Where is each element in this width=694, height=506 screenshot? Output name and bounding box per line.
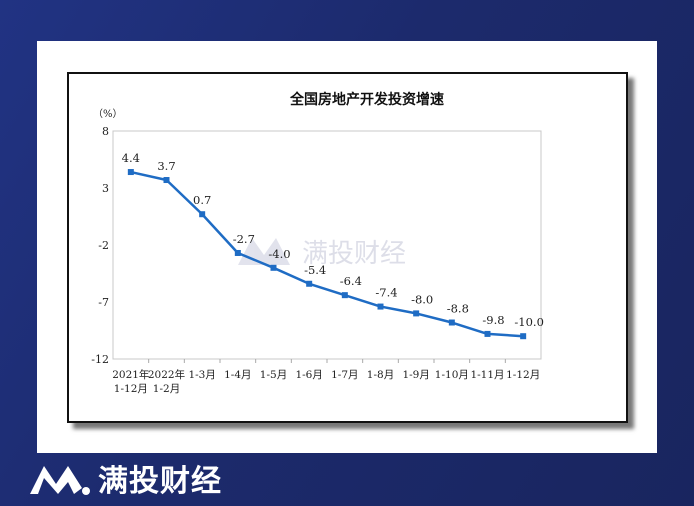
data-point <box>341 292 348 299</box>
data-label: 0.7 <box>193 193 211 207</box>
data-point <box>270 264 277 271</box>
data-point <box>199 211 206 218</box>
data-label: -8.8 <box>447 302 469 316</box>
watermark-text: 满投财经 <box>302 239 406 269</box>
x-tick-label: 2021年 <box>112 368 149 381</box>
x-tick-label: 1-9月 <box>402 369 429 381</box>
x-tick-label: 1-7月 <box>331 369 358 381</box>
data-point <box>306 280 313 287</box>
y-tick-label: -2 <box>98 239 109 252</box>
data-point <box>448 319 455 326</box>
x-tick-label: 1-10月 <box>435 369 469 381</box>
data-label: -8.0 <box>411 292 433 306</box>
y-tick-label: 3 <box>102 182 109 195</box>
data-label: -2.7 <box>233 232 255 246</box>
data-point <box>520 333 527 340</box>
x-tick-label: 1-3月 <box>188 369 215 381</box>
x-tick-label: 1-12月 <box>114 383 148 395</box>
y-tick-label: -7 <box>98 296 109 309</box>
data-point <box>234 249 241 256</box>
x-tick-label: 1-6月 <box>295 369 322 381</box>
data-point <box>484 330 491 337</box>
x-tick-label: 1-4月 <box>224 369 251 381</box>
data-point <box>413 310 420 317</box>
data-point <box>127 169 134 176</box>
data-label: 4.4 <box>122 151 140 165</box>
brand-logo-icon <box>30 466 90 495</box>
data-point <box>163 177 170 184</box>
data-label: -6.4 <box>340 274 362 288</box>
x-tick-label: 1-5月 <box>260 369 287 381</box>
data-label: 3.7 <box>157 159 175 173</box>
data-label: -7.4 <box>375 286 397 300</box>
y-tick-label: -12 <box>91 353 109 366</box>
data-label: -4.0 <box>268 247 290 261</box>
data-label: -9.8 <box>482 313 504 327</box>
chart-title: 全国房地产开发投资增速 <box>289 91 444 108</box>
x-tick-label: 1-2月 <box>153 383 180 395</box>
x-tick-label: 2022年 <box>148 368 185 381</box>
x-tick-label: 1-8月 <box>367 369 394 381</box>
series-line <box>130 170 524 338</box>
data-label: -5.4 <box>304 263 326 277</box>
brand-name: 满投财经 <box>98 464 222 499</box>
y-tick-label: 8 <box>102 125 109 138</box>
data-label: -10.0 <box>514 315 544 329</box>
brand-footer: 满投财经 <box>28 458 222 499</box>
x-tick-label: 1-12月 <box>506 369 540 381</box>
data-point <box>377 303 384 310</box>
y-axis-unit: （%） <box>93 108 123 120</box>
x-tick-label: 1-11月 <box>470 369 504 381</box>
